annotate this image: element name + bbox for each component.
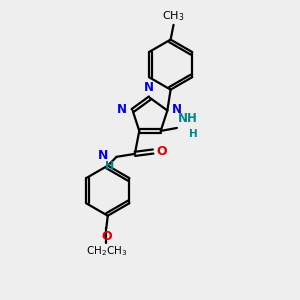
Text: N: N xyxy=(143,81,154,94)
Text: CH$_2$CH$_3$: CH$_2$CH$_3$ xyxy=(85,244,127,258)
Text: N: N xyxy=(172,103,182,116)
Text: H: H xyxy=(105,161,114,171)
Text: N: N xyxy=(98,148,108,162)
Text: H: H xyxy=(189,129,198,139)
Text: O: O xyxy=(156,145,167,158)
Text: N: N xyxy=(117,103,127,116)
Text: NH: NH xyxy=(178,112,198,125)
Text: CH$_3$: CH$_3$ xyxy=(162,10,185,23)
Text: O: O xyxy=(101,230,112,243)
